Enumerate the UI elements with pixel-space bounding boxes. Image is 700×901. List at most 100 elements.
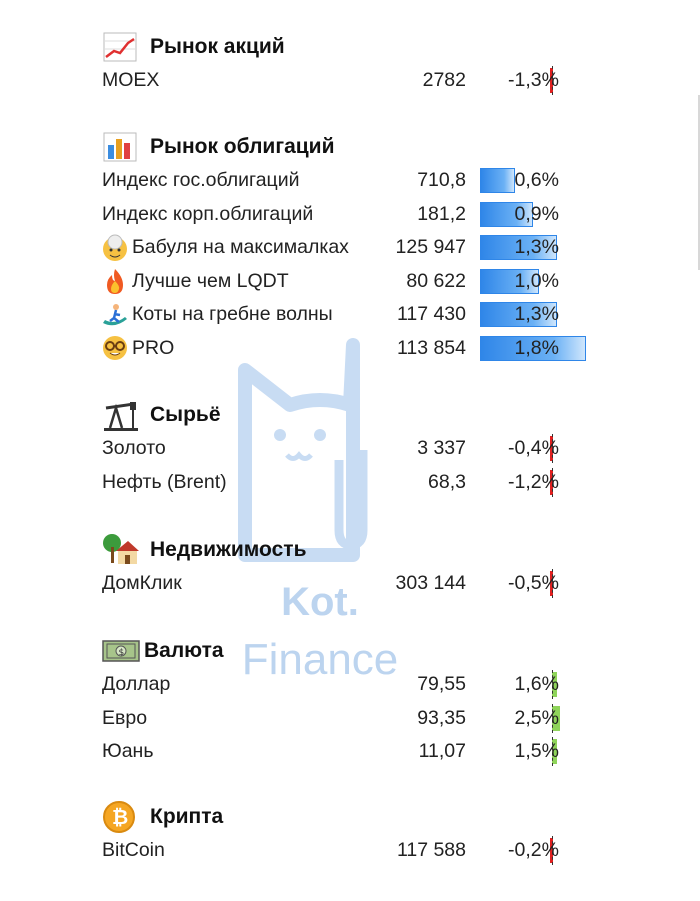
table-row: Доллар 79,55 1,6%	[102, 668, 622, 702]
table-row: BitCoin 117 588 -0,2%	[102, 834, 622, 868]
row-name: Лучше чем LQDT	[102, 265, 289, 298]
change-bar	[550, 838, 553, 863]
row-name: Коты на гребне волны	[102, 298, 333, 331]
change-bar	[552, 672, 557, 697]
fire-icon	[100, 266, 130, 296]
section-title: Крипта	[150, 805, 224, 828]
row-name: ДомКлик	[102, 572, 182, 594]
zero-axis	[552, 703, 553, 733]
row-value: 710,8	[417, 169, 466, 191]
row-value: 117 430	[396, 303, 466, 325]
change-bar	[480, 235, 557, 260]
change-bar	[552, 705, 560, 731]
change-bar	[480, 268, 539, 294]
svg-text:$: $	[119, 648, 125, 658]
change-bar	[550, 436, 553, 461]
row-change: -0,5%	[508, 572, 559, 594]
row-change: -0,2%	[508, 839, 559, 861]
grandma-icon	[100, 233, 130, 263]
table-row: Лучше чем LQDT 80 622 1,0%	[102, 265, 622, 299]
row-value: 2782	[422, 69, 466, 91]
section-crypto: ₿ Крипта BitCoin 117 588 -0,2%	[102, 800, 622, 868]
row-name: Золото	[102, 437, 166, 459]
row-value: 125 947	[395, 236, 467, 258]
zero-axis	[552, 66, 553, 95]
table-row: Индекс корп.облигаций 181,2 0,9%	[102, 198, 622, 232]
table-row: Евро 93,35 2,5%	[102, 702, 622, 736]
zero-axis	[552, 836, 553, 865]
section-title: Рынок облигаций	[150, 135, 335, 158]
svg-text:₿: ₿	[112, 805, 128, 829]
row-name: Индекс корп.облигаций	[102, 202, 314, 225]
row-change: -1,2%	[508, 470, 559, 493]
row-change: 0,6%	[514, 169, 559, 191]
change-bar	[480, 168, 515, 193]
table-row: MOEX 2782 -1,3%	[102, 64, 622, 98]
section-title: Недвижимость	[150, 538, 307, 561]
row-change: 1,8%	[514, 336, 559, 359]
row-value: 80 622	[406, 269, 466, 292]
section-title: Сырьё	[150, 403, 221, 426]
house-icon	[102, 534, 142, 566]
row-name: PRO	[102, 332, 174, 365]
zero-axis	[552, 434, 553, 463]
change-bar	[480, 201, 533, 227]
table-row: Золото 3 337 -0,4%	[102, 432, 622, 466]
row-change: 1,3%	[514, 303, 559, 325]
row-value: 117 588	[396, 839, 466, 861]
zero-axis	[552, 467, 553, 497]
row-name: Бабуля на максималках	[102, 231, 349, 264]
row-value: 68,3	[428, 470, 466, 493]
change-bar	[550, 469, 553, 495]
row-value: 11,07	[418, 740, 466, 762]
change-bar	[480, 302, 557, 327]
row-value: 93,35	[417, 706, 466, 729]
row-change: -1,3%	[508, 69, 559, 91]
row-change: -0,4%	[508, 437, 559, 459]
change-bar	[480, 335, 586, 361]
table-row: Коты на гребне волны 117 430 1,3%	[102, 298, 622, 332]
oil-pump-icon	[102, 399, 142, 431]
zero-axis	[552, 670, 553, 699]
change-bar	[550, 68, 553, 93]
row-change: 1,3%	[514, 236, 559, 258]
table-row: Индекс гос.облигаций 710,8 0,6%	[102, 164, 622, 198]
nerd-face-icon	[100, 333, 130, 363]
zero-axis	[552, 737, 553, 766]
sheet-border	[698, 95, 700, 270]
change-bar	[550, 571, 553, 596]
zero-axis	[552, 569, 553, 598]
table-row: Бабуля на максималках 125 947 1,3%	[102, 231, 622, 265]
section-title: Валюта	[144, 639, 224, 662]
change-bar	[552, 739, 557, 764]
row-change: 1,6%	[514, 673, 559, 695]
row-value: 3 337	[417, 437, 466, 459]
bar-chart-icon	[102, 131, 142, 163]
bitcoin-icon: ₿	[102, 801, 142, 833]
section-stocks: Рынок акций MOEX 2782 -1,3%	[102, 30, 622, 98]
table-row: Нефть (Brent) 68,3 -1,2%	[102, 466, 622, 500]
section-realty: Недвижимость ДомКлик 303 144 -0,5%	[102, 533, 622, 601]
table-row: Юань 11,07 1,5%	[102, 735, 622, 769]
surfer-icon	[100, 300, 130, 330]
section-title: Рынок акций	[150, 35, 285, 58]
row-value: 181,2	[417, 202, 466, 225]
row-change: 1,5%	[514, 740, 559, 762]
row-change: 2,5%	[514, 706, 559, 729]
row-name: Нефть (Brent)	[102, 470, 227, 493]
section-commodities: Сырьё Золото 3 337 -0,4% Нефть (Brent) 6…	[102, 398, 622, 499]
chart-up-icon	[102, 31, 142, 63]
row-value: 79,55	[417, 673, 466, 695]
row-value: 113 854	[396, 336, 466, 359]
row-change: 1,0%	[514, 269, 559, 292]
row-name: Доллар	[102, 673, 171, 695]
table-row: PRO 113 854 1,8%	[102, 332, 622, 366]
section-currency: $ Валюта Доллар 79,55 1,6% Евро 93,35 2,…	[102, 634, 622, 769]
row-change: 0,9%	[514, 202, 559, 225]
table-row: ДомКлик 303 144 -0,5%	[102, 567, 622, 601]
row-name: MOEX	[102, 69, 160, 91]
row-name: Индекс гос.облигаций	[102, 169, 300, 191]
row-name: BitCoin	[102, 839, 165, 861]
banknote-icon: $	[102, 635, 142, 667]
row-name: Юань	[102, 740, 154, 762]
